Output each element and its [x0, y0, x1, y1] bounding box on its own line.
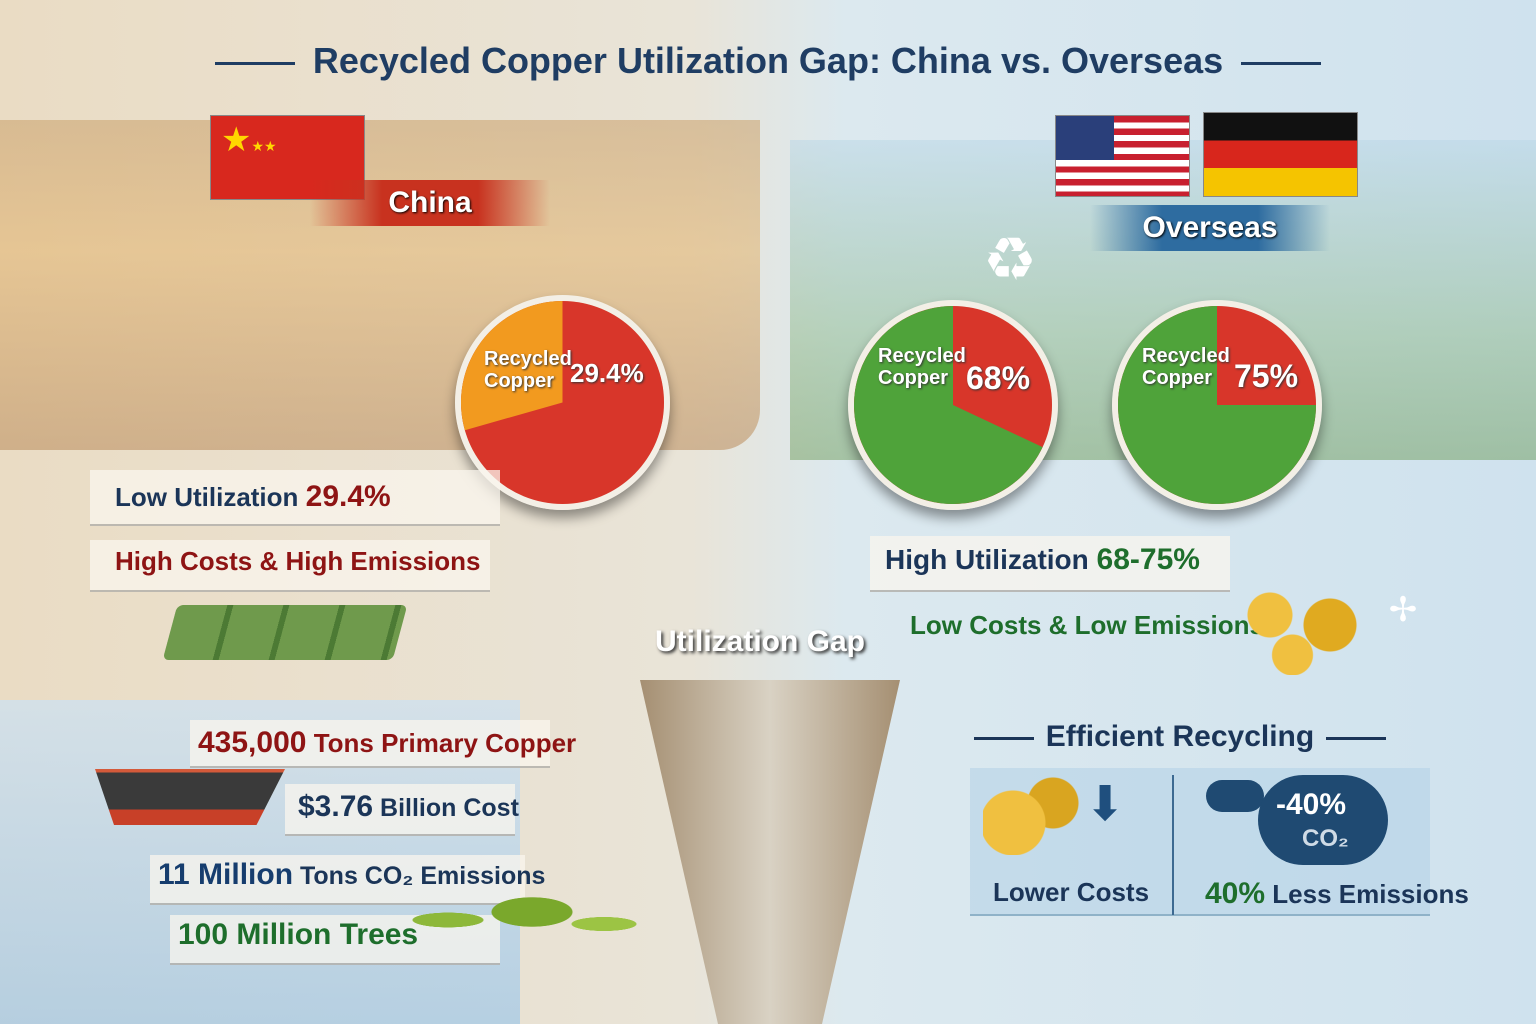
pie-75-value: 75%	[1234, 358, 1299, 394]
recycle-icon: ♻	[983, 226, 1037, 293]
pie-slice-recycled	[461, 301, 563, 431]
money-stack-icon	[162, 605, 408, 660]
impact-strip-0	[190, 720, 550, 768]
china-utilization-strip	[90, 470, 500, 526]
usa-flag-icon	[1055, 115, 1190, 197]
impact-trees: 100 Million Trees	[178, 918, 419, 951]
divider	[1172, 775, 1174, 915]
co2-cloud-icon	[1258, 775, 1388, 865]
less-emissions-label: 40% Less Emissions	[1205, 877, 1469, 910]
gold-coins-icon	[1225, 575, 1375, 675]
cloud-unit: CO₂	[1302, 825, 1349, 852]
pie-68-value: 68%	[966, 360, 1031, 396]
cloud-value: -40%	[1276, 788, 1347, 821]
china-pie-chart	[455, 295, 670, 510]
pie-68-svg	[854, 306, 1052, 504]
wind-turbine-icon: ✢	[1388, 591, 1418, 629]
china-pie-value: 29.4%	[570, 358, 644, 388]
lower-costs-label: Lower Costs	[993, 877, 1150, 907]
impact-cost: $3.76 Billion Cost	[298, 790, 519, 823]
impact-strip-1	[285, 784, 515, 836]
small-cloud-icon	[1206, 780, 1264, 812]
efficient-heading: Efficient Recycling	[960, 720, 1400, 754]
overseas-utilization-strip	[870, 536, 1230, 592]
overseas-costs-label: Low Costs & Low Emissions	[910, 610, 1264, 640]
page-title: Recycled Copper Utilization Gap: China v…	[0, 40, 1536, 82]
pie-75-label: Recycled Copper	[1142, 345, 1230, 389]
china-pie-label: Recycled Copper	[484, 348, 572, 392]
germany-flag-icon	[1203, 112, 1358, 197]
impact-primary-copper: 435,000 Tons Primary Copper	[198, 726, 577, 759]
china-pie-svg	[461, 301, 664, 504]
china-costs-label: High Costs & High Emissions	[115, 546, 481, 576]
pie-75-svg	[1118, 306, 1316, 504]
pie-68-label: Recycled Copper	[878, 345, 966, 389]
arrow-down-icon: ⬇	[1085, 778, 1126, 831]
gap-label: Utilization Gap	[655, 625, 865, 658]
trees-icon	[400, 880, 640, 960]
china-costs-strip	[90, 540, 490, 592]
china-banner: China	[310, 180, 550, 226]
pie-slice-recycled	[1118, 306, 1316, 504]
overseas-pie-chart-68	[848, 300, 1058, 510]
overseas-pie-chart-75	[1112, 300, 1322, 510]
chasm-illustration	[640, 680, 900, 1024]
coin-stack-icon	[983, 775, 1083, 855]
pie-slice-recycled	[854, 306, 1043, 504]
cargo-ship-icon	[95, 769, 285, 825]
overseas-banner: Overseas	[1090, 205, 1330, 251]
overseas-utilization-label: High Utilization 68-75%	[885, 543, 1200, 576]
china-utilization-label: Low Utilization 29.4%	[115, 480, 391, 513]
